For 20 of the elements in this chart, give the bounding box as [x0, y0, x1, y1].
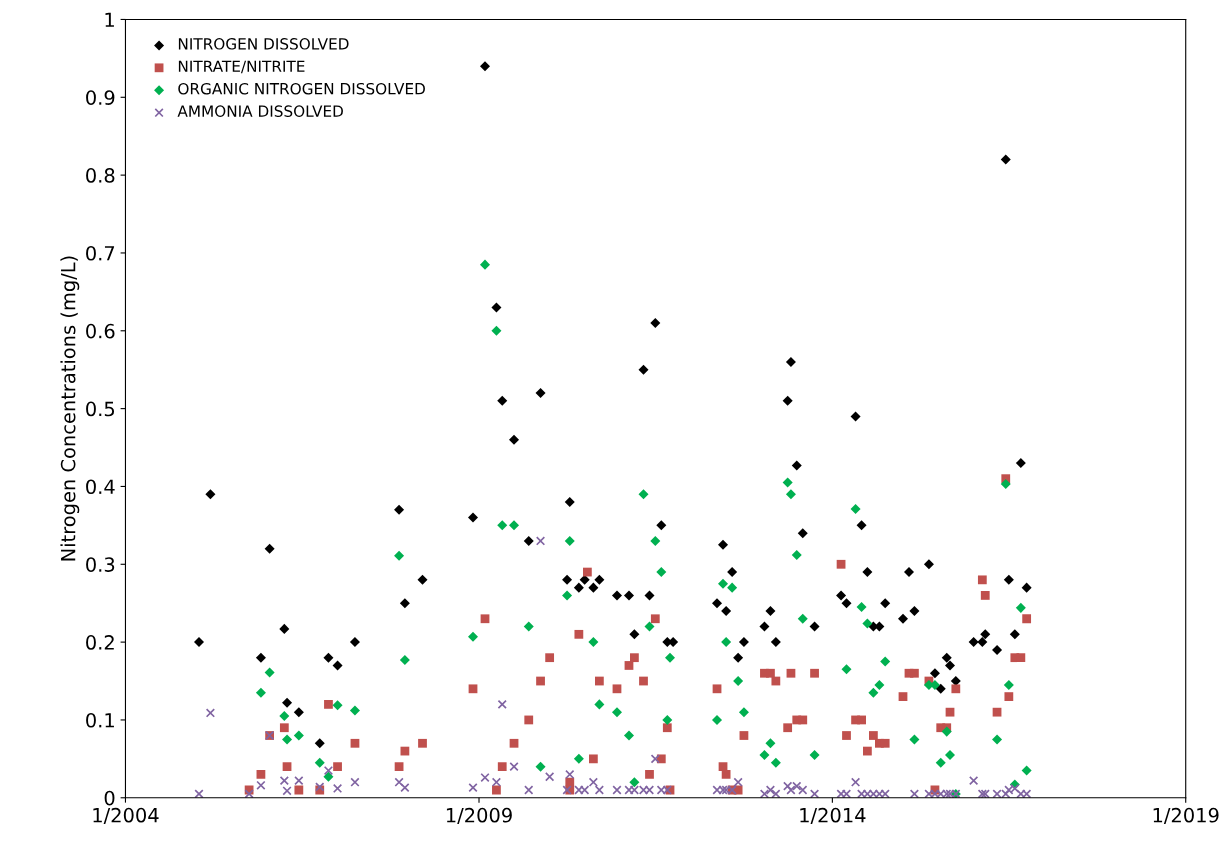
- legend-label: ORGANIC NITROGEN DISSOLVED: [178, 82, 425, 95]
- y-tick-label: 0.5: [86, 401, 115, 417]
- y-axis-title: Nitrogen Concentrations (mg/L): [60, 256, 80, 561]
- x-tick-label: 1/2019: [1153, 807, 1219, 825]
- y-tick-label: 1: [105, 12, 114, 27]
- y-tick-label: 0.6: [86, 323, 115, 339]
- x-tick-label: 1/2004: [93, 807, 159, 825]
- legend-label: NITROGEN DISSOLVED: [178, 38, 349, 50]
- x-tick-label: 1/2014: [800, 807, 866, 825]
- legend-label: NITRATE/NITRITE: [178, 60, 305, 74]
- y-tick-label: 0.2: [86, 635, 114, 650]
- legend-label: AMMONIA DISSOLVED: [177, 105, 343, 117]
- x-tick-label: 1/2009: [446, 807, 512, 825]
- y-tick-label: 0.8: [86, 168, 115, 183]
- y-tick-label: 0.9: [86, 90, 115, 105]
- y-tick-label: 0.1: [86, 712, 114, 728]
- y-tick-label: 0: [104, 790, 115, 806]
- y-tick-label: 0.3: [86, 557, 115, 572]
- y-tick-label: 0.7: [86, 245, 115, 261]
- y-tick-label: 0.4: [86, 479, 115, 495]
